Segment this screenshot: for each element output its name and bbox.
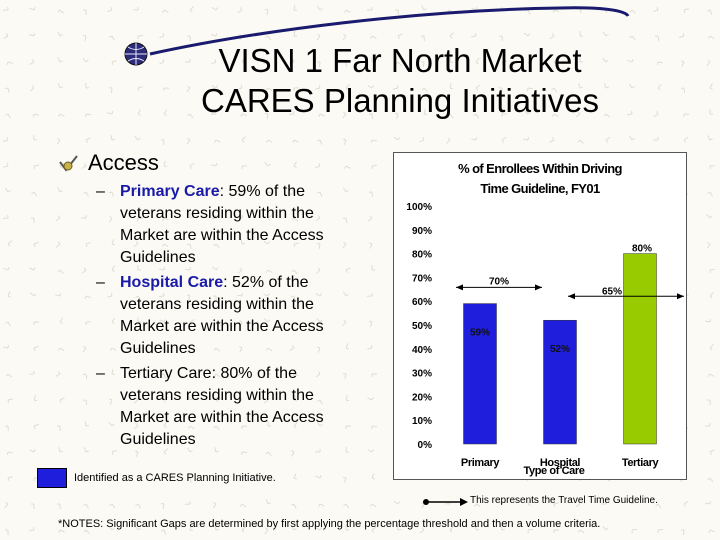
hospital-care-label: Hospital Care xyxy=(120,274,224,291)
sub-bullet-dash: – xyxy=(96,183,105,200)
y-tick-label: 30% xyxy=(412,369,432,380)
globe-icon xyxy=(124,42,148,66)
y-tick-label: 40% xyxy=(412,345,432,356)
y-tick-label: 60% xyxy=(412,297,432,308)
y-tick-label: 70% xyxy=(412,273,432,284)
guideline-label: 70% xyxy=(489,276,509,287)
sub-bullet-dash: – xyxy=(96,274,105,291)
slide-notes: *NOTES: Significant Gaps are determined … xyxy=(58,518,601,530)
initiative-legend-swatch xyxy=(37,468,67,488)
bar-primary xyxy=(463,303,497,445)
sub-bullet-text: Hospital Care: 52% of the veterans resid… xyxy=(120,272,350,360)
x-category-label: Primary xyxy=(461,457,500,469)
guideline-arrowhead-left xyxy=(456,284,463,291)
hospital-care-detail: : 52% of the veterans residing within th… xyxy=(120,274,324,357)
chart-canvas: % of Enrollees Within Driving Time Guide… xyxy=(406,161,684,477)
primary-care-detail: : 59% of the veterans residing within th… xyxy=(120,183,324,266)
data-label: 80% xyxy=(632,244,652,255)
guideline-label: 65% xyxy=(602,286,622,297)
tertiary-care-detail: Tertiary Care: 80% of the veterans resid… xyxy=(120,365,324,448)
guideline-arrowhead-right xyxy=(677,293,684,300)
y-tick-label: 100% xyxy=(406,202,432,213)
guideline-arrow-icon xyxy=(423,498,468,506)
y-tick-label: 0% xyxy=(418,440,433,451)
sub-bullet-dash: – xyxy=(96,365,105,382)
chart-title-line-2: Time Guideline, FY01 xyxy=(480,181,600,196)
primary-care-label: Primary Care xyxy=(120,183,220,200)
y-tick-label: 20% xyxy=(412,392,432,403)
bar-tertiary xyxy=(623,253,657,445)
checkmark-bullet-icon xyxy=(59,155,78,172)
data-label: 52% xyxy=(550,344,570,355)
chart-title-line-1: % of Enrollees Within Driving xyxy=(458,161,622,176)
bar-hospital xyxy=(543,319,577,445)
bullet-heading-access: Access xyxy=(88,150,159,175)
driving-time-chart: % of Enrollees Within Driving Time Guide… xyxy=(393,152,687,480)
title-swoosh-line xyxy=(149,6,630,56)
y-tick-label: 80% xyxy=(412,250,432,261)
y-tick-label: 90% xyxy=(412,226,432,237)
slide-title-line-1: VISN 1 Far North Market xyxy=(218,42,582,79)
data-label: 59% xyxy=(470,328,490,339)
x-category-label: Hospital xyxy=(540,457,581,469)
slide-title-line-2: CARES Planning Initiatives xyxy=(200,82,600,119)
guideline-legend-text: This represents the Travel Time Guidelin… xyxy=(470,495,658,506)
sub-bullet-text: Primary Care: 59% of the veterans residi… xyxy=(120,181,350,269)
x-category-label: Tertiary xyxy=(622,457,660,469)
guideline-arrowhead-right xyxy=(535,284,542,291)
guideline-arrowhead-left xyxy=(568,293,575,300)
x-axis-title: Type of Care xyxy=(523,465,584,477)
initiative-legend-text: Identified as a CARES Planning Initiativ… xyxy=(74,472,276,484)
y-tick-label: 50% xyxy=(412,321,432,332)
y-tick-label: 10% xyxy=(412,416,432,427)
